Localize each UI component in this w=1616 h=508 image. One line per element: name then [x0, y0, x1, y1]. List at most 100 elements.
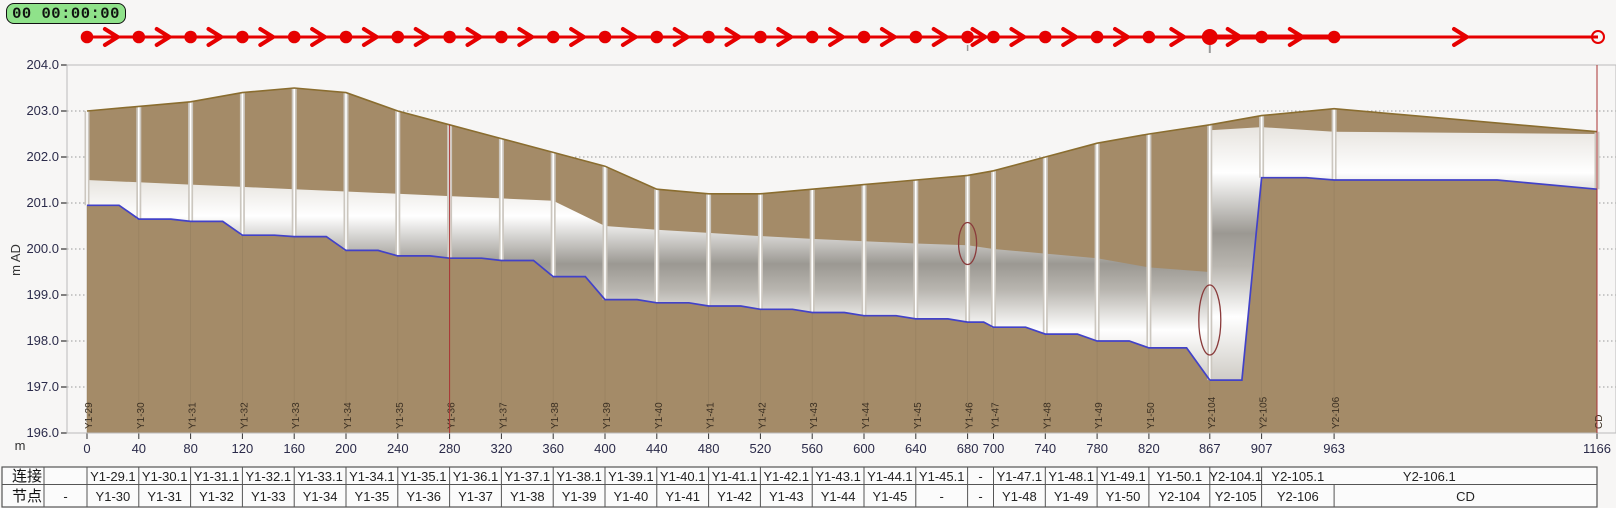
svg-text:Y1-50: Y1-50	[1146, 402, 1157, 429]
svg-text:Y1-45.1: Y1-45.1	[919, 469, 965, 484]
svg-text:Y1-35: Y1-35	[355, 489, 390, 504]
svg-text:Y1-35: Y1-35	[395, 402, 406, 429]
svg-text:199.0: 199.0	[26, 287, 59, 302]
svg-text:Y1-49: Y1-49	[1054, 489, 1089, 504]
svg-text:Y2-104: Y2-104	[1207, 396, 1218, 429]
svg-text:Y1-32: Y1-32	[239, 402, 250, 429]
svg-text:Y2-105: Y2-105	[1215, 489, 1257, 504]
svg-text:m AD: m AD	[8, 244, 23, 276]
svg-text:Y1-42: Y1-42	[757, 402, 768, 429]
svg-text:Y1-40.1: Y1-40.1	[660, 469, 706, 484]
svg-text:Y1-38: Y1-38	[550, 402, 561, 429]
svg-text:Y1-30: Y1-30	[136, 402, 147, 429]
svg-text:Y1-30: Y1-30	[96, 489, 131, 504]
svg-text:-: -	[940, 489, 944, 504]
svg-text:120: 120	[232, 441, 254, 456]
svg-text:867: 867	[1199, 441, 1221, 456]
svg-text:Y1-42.1: Y1-42.1	[764, 469, 810, 484]
svg-text:280: 280	[439, 441, 461, 456]
svg-text:240: 240	[387, 441, 409, 456]
svg-text:Y1-31: Y1-31	[147, 489, 182, 504]
svg-text:Y1-44.1: Y1-44.1	[867, 469, 913, 484]
svg-text:Y1-47.1: Y1-47.1	[997, 469, 1043, 484]
svg-text:Y1-32: Y1-32	[199, 489, 234, 504]
svg-text:Y1-40: Y1-40	[614, 489, 649, 504]
svg-text:600: 600	[853, 441, 875, 456]
svg-text:820: 820	[1138, 441, 1160, 456]
svg-text:-: -	[978, 469, 982, 484]
svg-text:Y1-37: Y1-37	[498, 402, 509, 429]
svg-text:Y1-42: Y1-42	[717, 489, 752, 504]
svg-text:Y1-43.1: Y1-43.1	[815, 469, 861, 484]
svg-text:Y1-31.1: Y1-31.1	[194, 469, 240, 484]
svg-text:Y1-41: Y1-41	[665, 489, 700, 504]
svg-text:Y2-106.1: Y2-106.1	[1403, 469, 1456, 484]
svg-text:40: 40	[132, 441, 146, 456]
svg-text:m: m	[15, 438, 26, 453]
svg-text:Y1-33: Y1-33	[291, 402, 302, 429]
svg-text:203.0: 203.0	[26, 103, 59, 118]
svg-text:Y2-105: Y2-105	[1259, 396, 1270, 429]
svg-text:Y1-46: Y1-46	[965, 402, 976, 429]
svg-text:160: 160	[283, 441, 305, 456]
svg-text:Y1-45: Y1-45	[873, 489, 908, 504]
svg-text:Y1-48: Y1-48	[1042, 402, 1053, 429]
svg-text:Y1-32.1: Y1-32.1	[246, 469, 292, 484]
svg-text:80: 80	[183, 441, 197, 456]
svg-text:907: 907	[1251, 441, 1273, 456]
svg-text:780: 780	[1086, 441, 1108, 456]
svg-text:740: 740	[1034, 441, 1056, 456]
svg-text:440: 440	[646, 441, 668, 456]
svg-text:Y1-39.1: Y1-39.1	[608, 469, 654, 484]
svg-text:Y2-105.1: Y2-105.1	[1271, 469, 1324, 484]
svg-text:400: 400	[594, 441, 616, 456]
svg-text:Y1-43: Y1-43	[809, 402, 820, 429]
svg-text:节点: 节点	[12, 488, 42, 505]
svg-text:Y1-34: Y1-34	[303, 489, 338, 504]
svg-text:202.0: 202.0	[26, 149, 59, 164]
svg-text:Y1-44: Y1-44	[821, 489, 856, 504]
svg-text:196.0: 196.0	[26, 425, 59, 440]
svg-text:680: 680	[957, 441, 979, 456]
svg-text:Y1-36: Y1-36	[406, 489, 441, 504]
svg-text:963: 963	[1323, 441, 1345, 456]
svg-text:Y1-41.1: Y1-41.1	[712, 469, 758, 484]
svg-text:Y1-41: Y1-41	[706, 402, 717, 429]
svg-text:520: 520	[750, 441, 772, 456]
svg-text:0: 0	[83, 441, 90, 456]
svg-text:Y1-37.1: Y1-37.1	[505, 469, 551, 484]
svg-text:Y1-49.1: Y1-49.1	[1100, 469, 1146, 484]
svg-text:Y1-48: Y1-48	[1002, 489, 1037, 504]
svg-text:197.0: 197.0	[26, 379, 59, 394]
svg-text:Y1-34: Y1-34	[343, 402, 354, 429]
svg-text:Y1-31: Y1-31	[188, 402, 199, 429]
svg-text:360: 360	[542, 441, 564, 456]
svg-text:Y2-106: Y2-106	[1331, 396, 1342, 429]
svg-text:Y2-106: Y2-106	[1277, 489, 1319, 504]
svg-text:Y1-43: Y1-43	[769, 489, 804, 504]
svg-text:Y1-33.1: Y1-33.1	[297, 469, 343, 484]
svg-text:Y1-38: Y1-38	[510, 489, 545, 504]
svg-text:320: 320	[491, 441, 513, 456]
svg-text:560: 560	[801, 441, 823, 456]
svg-text:CD: CD	[1456, 489, 1475, 504]
svg-text:Y1-34.1: Y1-34.1	[349, 469, 395, 484]
svg-text:Y2-104.1: Y2-104.1	[1209, 469, 1262, 484]
svg-text:Y1-38.1: Y1-38.1	[556, 469, 602, 484]
svg-text:Y1-36.1: Y1-36.1	[453, 469, 499, 484]
svg-text:-: -	[63, 489, 67, 504]
svg-text:Y1-37: Y1-37	[458, 489, 493, 504]
svg-text:Y1-40: Y1-40	[654, 402, 665, 429]
svg-text:Y1-45: Y1-45	[913, 402, 924, 429]
svg-text:200: 200	[335, 441, 357, 456]
svg-text:700: 700	[983, 441, 1005, 456]
svg-text:CD: CD	[1594, 415, 1605, 429]
svg-text:200.0: 200.0	[26, 241, 59, 256]
svg-text:480: 480	[698, 441, 720, 456]
svg-text:Y1-29.1: Y1-29.1	[90, 469, 136, 484]
svg-text:Y1-33: Y1-33	[251, 489, 286, 504]
svg-text:198.0: 198.0	[26, 333, 59, 348]
svg-text:Y1-30.1: Y1-30.1	[142, 469, 188, 484]
svg-text:Y1-39: Y1-39	[562, 489, 597, 504]
svg-text:1166: 1166	[1583, 441, 1611, 456]
